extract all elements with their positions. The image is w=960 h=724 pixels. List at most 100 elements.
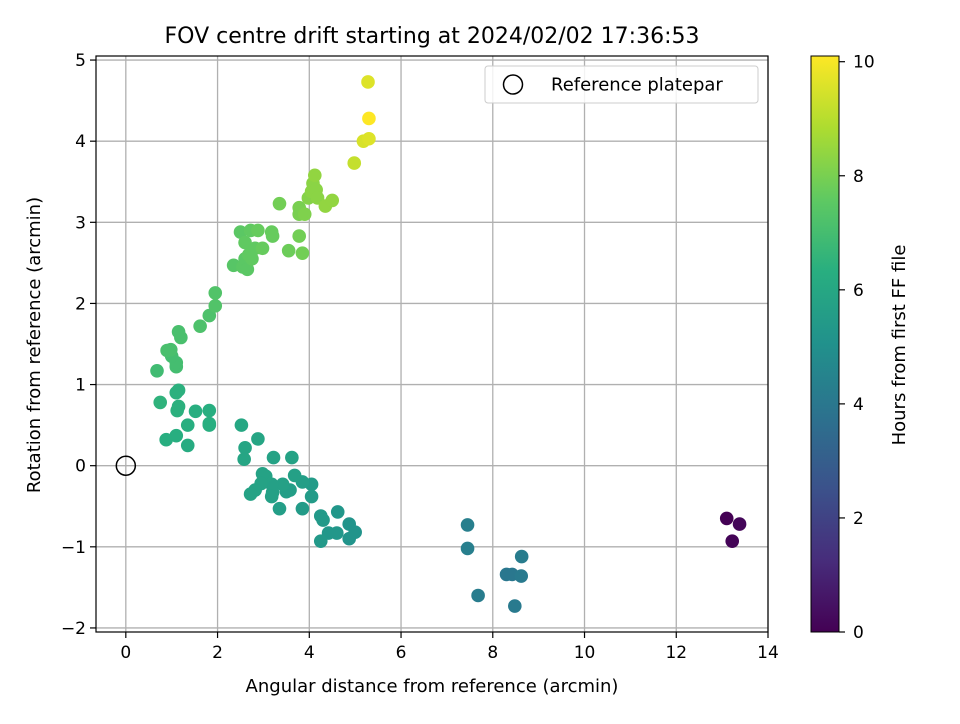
data-point	[304, 489, 319, 504]
data-point	[251, 432, 265, 446]
data-point	[238, 441, 252, 455]
colorbar-gradient	[810, 55, 840, 633]
data-point	[243, 487, 258, 501]
data-point	[275, 477, 290, 492]
data-point	[308, 168, 322, 183]
data-point	[193, 319, 207, 333]
legend-label: Reference platepar	[551, 75, 723, 96]
data-points	[115, 75, 747, 613]
x-tick-label: 14	[757, 643, 779, 663]
data-point	[264, 489, 279, 504]
colorbar-tick-label: 0	[853, 623, 864, 643]
x-tick-label: 8	[487, 643, 498, 663]
data-point	[297, 207, 312, 221]
data-point	[180, 418, 195, 432]
data-point	[362, 131, 376, 146]
legend-box	[484, 65, 759, 104]
data-point	[202, 418, 217, 432]
data-point	[295, 246, 310, 260]
data-point	[316, 513, 330, 527]
data-point	[295, 501, 310, 516]
data-point	[292, 229, 307, 243]
data-point	[725, 534, 740, 548]
data-point	[272, 501, 287, 516]
data-point	[233, 225, 248, 239]
data-point	[171, 325, 186, 339]
data-point	[460, 541, 475, 556]
data-point	[732, 517, 747, 531]
data-point	[202, 403, 217, 418]
data-point	[514, 569, 529, 583]
x-tick-label: 0	[120, 643, 131, 663]
data-point	[202, 308, 217, 323]
data-point	[362, 111, 376, 126]
data-point	[180, 438, 195, 453]
x-tick-label: 2	[212, 643, 223, 663]
y-tick-label: 4	[75, 132, 86, 152]
colorbar-tick-label: 6	[853, 281, 864, 301]
y-tick-label: 3	[75, 213, 86, 233]
data-point	[238, 235, 252, 250]
data-point	[325, 193, 340, 208]
data-point	[234, 418, 249, 432]
data-point	[460, 518, 475, 532]
data-point	[170, 403, 184, 418]
legend: Reference platepar	[484, 65, 759, 104]
data-point	[237, 452, 251, 467]
data-point	[159, 432, 173, 447]
y-axis-label: Rotation from reference (arcmin)	[24, 197, 45, 493]
data-point	[266, 450, 281, 465]
data-point	[245, 252, 259, 266]
data-point	[313, 534, 328, 548]
x-tick-label: 6	[396, 643, 407, 663]
x-tick-label: 12	[665, 643, 687, 663]
colorbar-tick-label: 10	[853, 53, 875, 73]
data-point	[240, 262, 255, 277]
plot-frame	[95, 55, 769, 633]
data-point	[330, 505, 345, 519]
data-point	[719, 511, 734, 526]
y-tick-label: 1	[75, 376, 86, 396]
data-point	[281, 243, 296, 258]
data-point	[153, 395, 168, 410]
data-point	[272, 196, 287, 211]
x-axis-label: Angular distance from reference (arcmin)	[246, 676, 619, 697]
y-tick-label: 0	[75, 457, 86, 477]
data-point	[160, 343, 174, 358]
y-tick-label: −1	[61, 538, 86, 558]
colorbar-ticks: 0 2 4 6 8 10	[839, 53, 875, 643]
data-point	[265, 229, 280, 243]
data-point	[471, 588, 485, 603]
data-point	[361, 75, 375, 89]
reference-point-marker	[115, 455, 137, 476]
data-point	[507, 599, 522, 613]
data-point	[169, 385, 184, 400]
x-tick-label: 4	[304, 643, 315, 663]
data-point	[514, 549, 529, 564]
data-point	[347, 156, 362, 170]
data-point	[188, 404, 203, 419]
data-point	[208, 286, 223, 300]
colorbar-tick-label: 2	[853, 509, 864, 529]
data-point	[208, 299, 223, 313]
colorbar-tick-label: 8	[853, 167, 864, 187]
data-point	[255, 241, 270, 256]
grid	[96, 56, 769, 632]
y-tick-label: 2	[75, 294, 86, 314]
data-point	[287, 468, 302, 483]
data-point	[285, 450, 299, 465]
data-point	[150, 363, 164, 378]
colorbar: 0 2 4 6 8 10 Hours from first FF file	[810, 53, 910, 643]
legend-marker	[502, 74, 524, 95]
data-point	[251, 223, 265, 238]
data-point	[342, 531, 357, 546]
colorbar-tick-label: 4	[853, 395, 864, 415]
y-tick-label: −2	[61, 619, 86, 639]
chart-title: FOV centre drift starting at 2024/02/02 …	[165, 24, 700, 49]
y-tick-label: 5	[75, 51, 86, 71]
colorbar-label: Hours from first FF file	[889, 245, 910, 446]
x-tick-label: 10	[574, 643, 596, 663]
